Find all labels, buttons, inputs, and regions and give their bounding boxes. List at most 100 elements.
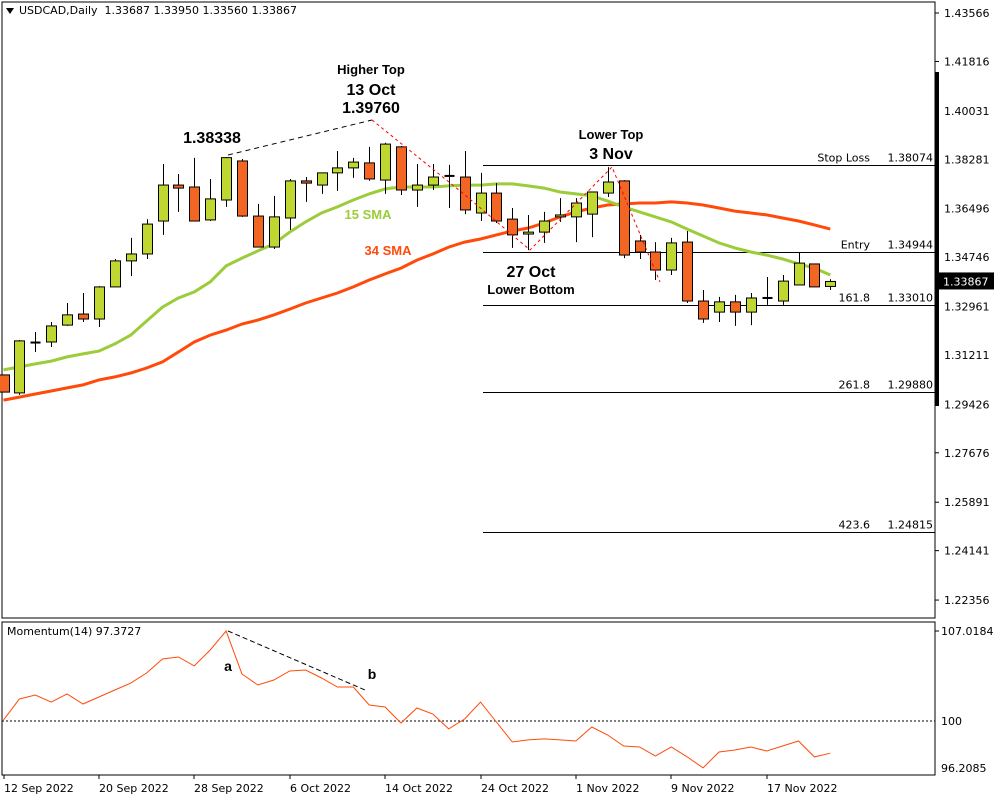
candle	[476, 172, 487, 222]
level-price: 1.24815	[888, 519, 934, 532]
collapse-triangle-icon[interactable]	[6, 8, 14, 14]
candle-body	[491, 192, 502, 222]
candle-body	[348, 161, 359, 169]
candle-body	[619, 180, 630, 256]
candle	[62, 302, 73, 326]
candle-body	[523, 231, 534, 235]
candle-body	[603, 181, 614, 194]
date-tick-label: 12 Sep 2022	[4, 782, 74, 795]
candle-body	[682, 241, 693, 302]
candle	[0, 374, 10, 393]
candle-body	[14, 340, 25, 394]
candle-body	[142, 223, 153, 255]
candle	[746, 292, 757, 326]
zigzag-line	[371, 119, 661, 283]
candle	[635, 234, 646, 259]
candle	[825, 279, 836, 290]
candle	[571, 198, 582, 243]
candle	[317, 172, 328, 194]
candle-body	[221, 157, 232, 201]
candle-body	[158, 184, 169, 222]
candle	[301, 177, 312, 202]
price-tick-label: 1.22356	[944, 594, 990, 607]
level-price: 1.38074	[888, 152, 934, 165]
price-tick-label: 1.27676	[944, 447, 990, 460]
candle	[587, 191, 598, 238]
prev-top-label: 1.38338	[183, 130, 241, 147]
candle-body	[666, 242, 677, 271]
candle	[14, 340, 25, 395]
candle	[523, 214, 534, 251]
candle	[539, 211, 550, 243]
candle-body	[301, 180, 312, 184]
price-tick-label: 1.38281	[944, 153, 990, 166]
candle-body	[173, 184, 184, 189]
date-tick-label: 24 Oct 2022	[481, 782, 549, 795]
candle-body	[460, 176, 471, 211]
price-tick-label: 1.41816	[944, 55, 990, 68]
candle	[778, 275, 789, 305]
candle-body	[746, 297, 757, 313]
candle	[555, 198, 566, 222]
level-label: 423.6	[839, 519, 871, 532]
candle-body	[809, 263, 820, 288]
candle	[285, 178, 296, 230]
level-label: Entry	[841, 239, 871, 252]
price-tick-label: 1.36496	[944, 203, 990, 216]
ohlc-open: 1.33687	[104, 4, 151, 17]
momentum-line	[3, 630, 831, 769]
price-tick-label: 1.24141	[944, 545, 990, 558]
price-axis[interactable]: 1.43566 1.41816 1.40031 1.38281 1.36496 1.347…	[935, 7, 994, 607]
candle-body	[205, 198, 216, 221]
price-tick-label: 1.34746	[944, 251, 990, 264]
ohlc-high: 1.33950	[153, 4, 200, 17]
candle	[158, 164, 169, 235]
candle	[396, 146, 407, 196]
candle-body	[94, 286, 105, 320]
candle-body	[825, 280, 836, 287]
candle	[205, 178, 216, 222]
candle-body	[650, 251, 661, 271]
candle	[762, 276, 773, 305]
price-tick-label: 1.29426	[944, 398, 990, 411]
candle	[491, 183, 502, 223]
candle-body	[428, 176, 439, 186]
ohlc-low: 1.33560	[202, 4, 249, 17]
price-tick-label: 1.31211	[944, 349, 990, 362]
candle-body	[0, 374, 10, 393]
candle	[730, 294, 741, 326]
candle-body	[794, 262, 805, 286]
candle-body	[778, 280, 789, 302]
price-range-bar	[935, 72, 939, 406]
candle	[444, 164, 455, 209]
candle	[126, 237, 137, 277]
moving-averages	[3, 182, 831, 402]
candle-body	[110, 260, 121, 288]
price-tick-label: 1.40031	[944, 105, 990, 118]
date-tick-label: 6 Oct 2022	[290, 782, 351, 795]
candle	[714, 296, 725, 323]
top-trendline	[227, 119, 373, 156]
momentum-divergence-line	[227, 630, 366, 691]
date-tick-label: 28 Sep 2022	[194, 782, 264, 795]
date-tick-label: 20 Sep 2022	[99, 782, 169, 795]
momentum-point-a: a	[224, 658, 232, 674]
level-price: 1.34944	[888, 239, 934, 252]
candle	[666, 237, 677, 276]
candle	[173, 173, 184, 212]
candle-body	[189, 186, 200, 222]
main-panel-frame	[1, 1, 936, 619]
candle-body	[78, 313, 89, 320]
candle	[269, 195, 280, 249]
price-tick-label: 1.32961	[944, 301, 990, 314]
momentum-axis-mid: 100	[941, 715, 962, 728]
candle-body	[396, 146, 407, 191]
lower-bottom-date: 27 Oct	[507, 264, 557, 281]
candle	[237, 159, 248, 217]
candle-body	[364, 162, 375, 180]
candle	[809, 263, 820, 288]
momentum-axis-max: 107.0184	[941, 625, 994, 638]
candle-body	[269, 216, 280, 248]
date-axis[interactable]: 12 Sep 2022 20 Sep 2022 28 Sep 2022 6 Oct 2…	[3, 775, 837, 795]
